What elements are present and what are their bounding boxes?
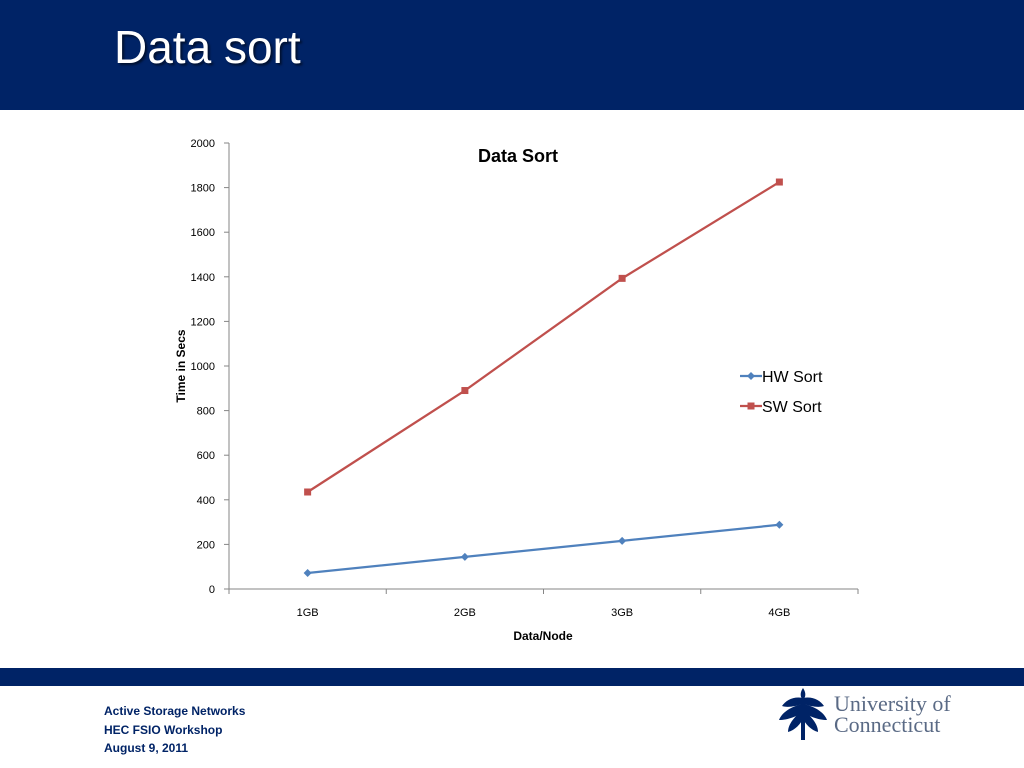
data-point <box>304 488 312 496</box>
data-point <box>775 178 783 186</box>
x-tick-label: 2GB <box>454 607 476 619</box>
footer-line-3: August 9, 2011 <box>104 741 189 755</box>
y-tick-label: 600 <box>197 450 215 462</box>
header-bar <box>0 0 1024 110</box>
y-tick-label: 1200 <box>191 316 215 328</box>
y-tick-label: 200 <box>197 539 215 551</box>
y-axis-title: Time in Secs <box>174 329 188 402</box>
data-point <box>618 536 627 545</box>
chart-title: Data Sort <box>478 146 558 166</box>
slide-title: Data sort <box>114 21 301 73</box>
data-point <box>775 520 784 529</box>
footer-bar <box>0 668 1024 686</box>
legend-label: HW Sort <box>762 369 823 386</box>
x-tick-label: 3GB <box>611 607 633 619</box>
x-axis-title: Data/Node <box>513 629 573 643</box>
y-tick-label: 0 <box>209 584 215 596</box>
x-tick-label: 1GB <box>297 607 319 619</box>
legend-marker <box>747 372 755 380</box>
data-point <box>303 568 312 577</box>
logo-text-line-1: University of <box>834 691 951 716</box>
legend-label: SW Sort <box>762 399 822 416</box>
data-point <box>618 274 626 282</box>
oak-leaf-icon <box>779 688 827 740</box>
footer-text: Active Storage Networks HEC FSIO Worksho… <box>104 702 245 758</box>
y-tick-label: 1800 <box>191 183 215 195</box>
y-tick-label: 1600 <box>191 227 215 239</box>
data-point <box>461 387 469 395</box>
series-line <box>307 181 780 493</box>
legend-marker <box>747 402 755 410</box>
x-tick-label: 4GB <box>768 607 790 619</box>
y-tick-label: 1000 <box>191 361 215 373</box>
series-line <box>307 523 780 575</box>
y-tick-label: 2000 <box>191 138 215 150</box>
y-tick-label: 400 <box>197 495 215 507</box>
chart: 0 200 400 600 800 1000 1200 1400 1600 1800 2000 1GB… <box>174 138 859 643</box>
footer-line-1: Active Storage Networks <box>104 704 246 718</box>
footer-line-2: HEC FSIO Workshop <box>104 722 223 737</box>
logo-text-line-2: Connecticut <box>834 712 941 737</box>
y-tick-label: 1400 <box>191 272 215 284</box>
y-tick-label: 800 <box>197 406 215 418</box>
data-point <box>460 552 469 561</box>
